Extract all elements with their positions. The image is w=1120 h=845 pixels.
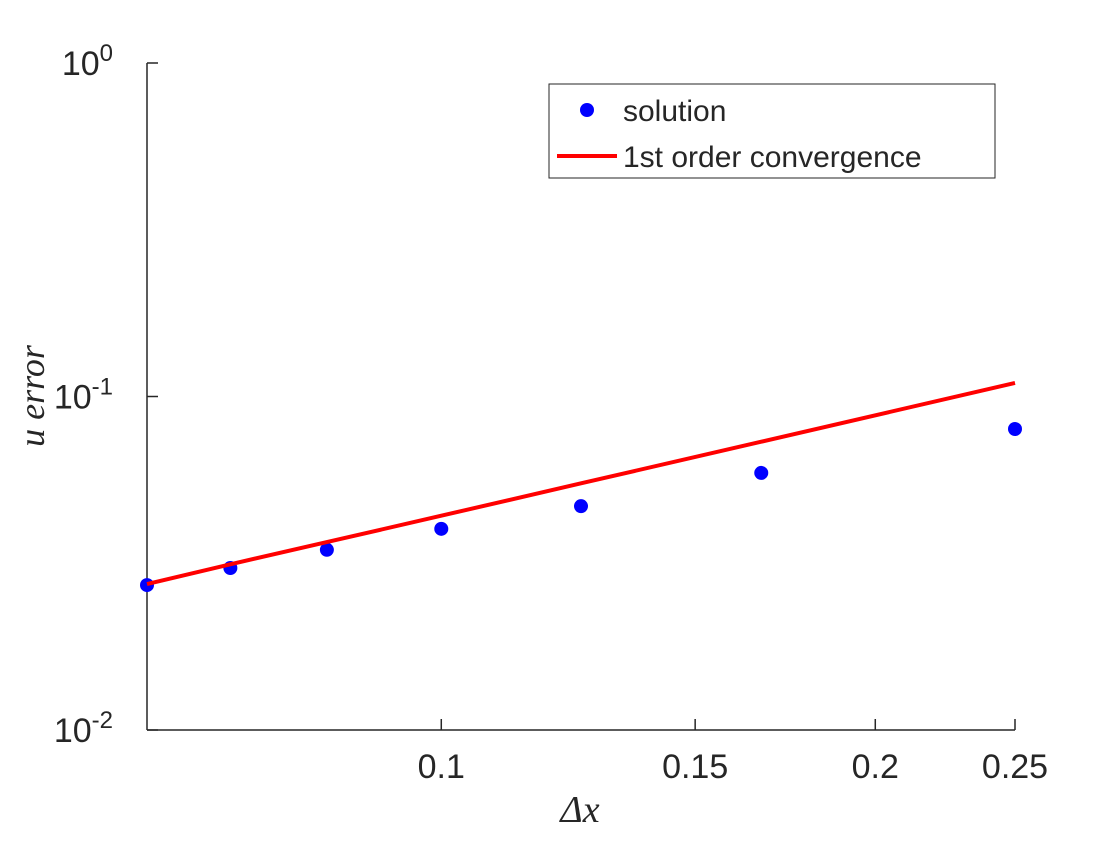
- data-point: [754, 465, 769, 480]
- data-point: [574, 499, 588, 514]
- legend-label: solution: [623, 95, 726, 128]
- legend-label: 1st order convergence: [623, 141, 922, 174]
- legend: solution 1st order convergence: [548, 83, 996, 179]
- y-tick-exponent: -2: [92, 707, 113, 734]
- legend-marker: [580, 103, 594, 117]
- y-axis-label: u error: [12, 344, 52, 447]
- legend-box: [548, 83, 996, 179]
- y-tick-base: 10: [54, 379, 92, 417]
- x-tick-label: 0.15: [662, 748, 728, 786]
- y-tick-exponent: 0: [100, 40, 113, 67]
- series-line: [146, 381, 1016, 586]
- data-point: [319, 542, 334, 557]
- y-tick-base: 10: [54, 712, 92, 750]
- y-tick-label: 10-2: [54, 707, 113, 750]
- y-tick-label: 100: [62, 40, 113, 83]
- x-tick-label: 0.1: [418, 748, 465, 786]
- x-axis-label: Δx: [558, 789, 599, 831]
- x-tick-label: 0.2: [852, 748, 899, 786]
- y-tick-label: 10-1: [54, 374, 113, 417]
- x-tick-label: 0.25: [982, 748, 1048, 786]
- data-point: [1008, 422, 1022, 437]
- y-tick-exponent: -1: [92, 374, 113, 401]
- y-tick-base: 10: [62, 45, 100, 83]
- data-point: [140, 578, 154, 593]
- data-point: [434, 521, 449, 536]
